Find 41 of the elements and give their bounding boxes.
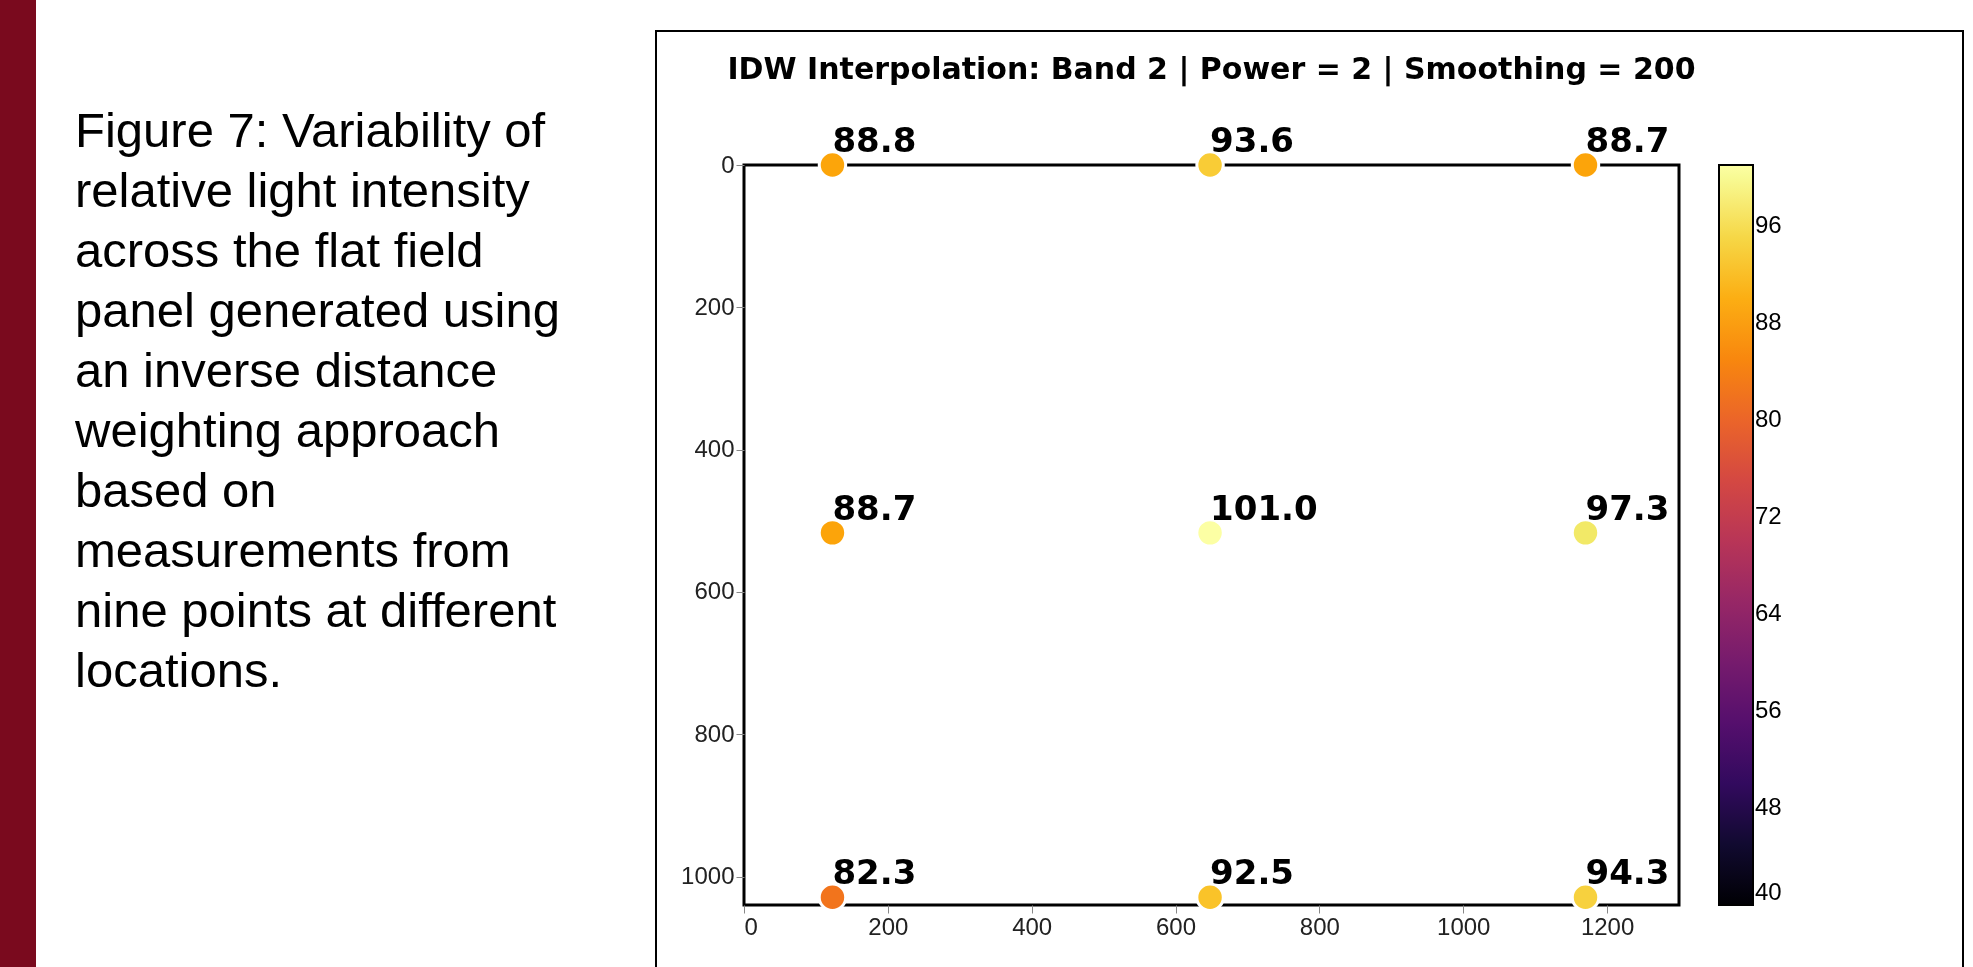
text: Figure 7: Variability of relative light intensity across the flat field panel generated using an inverse distance weighting approach based on measurements from nine points at different locations. xyxy=(75,103,560,697)
point xyxy=(1195,882,1225,912)
y-tick-label: 200 xyxy=(694,292,735,320)
point xyxy=(1570,882,1601,912)
point xyxy=(1195,518,1225,548)
color-bar-label: 48 xyxy=(1755,792,1782,820)
annotation: 101.0 xyxy=(1210,487,1318,528)
point xyxy=(1570,150,1601,180)
x-tick-label: 800 xyxy=(1299,912,1340,940)
annotation: 94.3 xyxy=(1585,852,1670,893)
annotation: 88.7 xyxy=(1585,120,1670,160)
x-tick-label: 0 xyxy=(744,912,758,940)
x-tick-label: 600 xyxy=(1156,912,1197,940)
point xyxy=(1570,518,1601,548)
color-bar-label: 64 xyxy=(1755,598,1782,626)
point xyxy=(1195,150,1225,180)
annotation: 92.5 xyxy=(1210,852,1294,893)
color-bar-label: 72 xyxy=(1755,501,1782,529)
color-bar-label: 56 xyxy=(1755,695,1782,723)
point xyxy=(817,882,848,912)
color-bar-label: 96 xyxy=(1755,210,1782,238)
y-tick-label: 0 xyxy=(721,150,735,178)
color-bar-label: 40 xyxy=(1755,878,1782,905)
y-tick-label: 400 xyxy=(694,435,735,463)
x-tick-label: 1000 xyxy=(1437,912,1491,940)
annotation: 93.6 xyxy=(1210,120,1294,160)
x-tick-label: 400 xyxy=(1012,912,1053,940)
chart-title: IDW Interpolation: Band 2 | Power = 2 | Smoothing = 200 xyxy=(727,51,1696,87)
color-bar-label: 80 xyxy=(1755,404,1782,432)
x-tick-label: 1200 xyxy=(1580,912,1635,940)
point xyxy=(817,150,848,180)
annotation: 88.7 xyxy=(832,487,917,528)
color-bar-label: 88 xyxy=(1755,307,1782,335)
point xyxy=(817,518,848,548)
annotation: 88.8 xyxy=(832,120,917,160)
x-tick-label: 200 xyxy=(868,912,909,940)
y-tick-label: 600 xyxy=(694,577,735,605)
y-tick-label: 800 xyxy=(694,719,735,747)
annotation: 82.3 xyxy=(832,852,917,893)
y-tick-label: 1000 xyxy=(681,862,735,890)
annotation: 97.3 xyxy=(1585,487,1670,528)
